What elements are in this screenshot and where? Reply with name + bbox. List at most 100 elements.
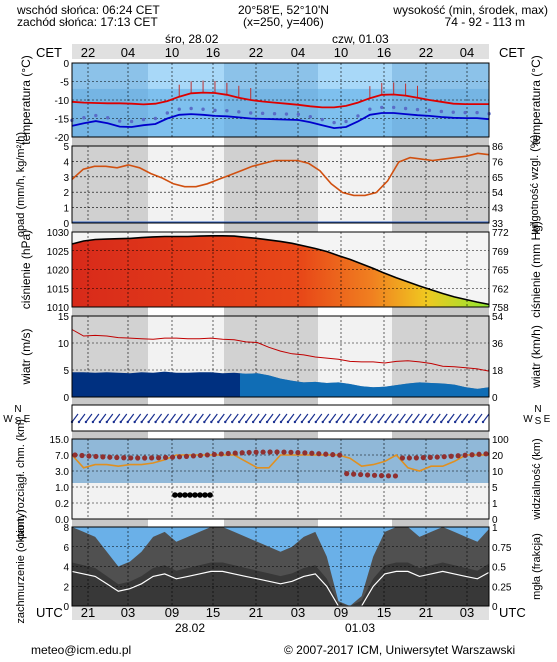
wind-arrow: [99, 413, 107, 423]
footer-email[interactable]: meteo@icm.edu.pl: [31, 643, 131, 657]
bottom-hour-label: 03: [460, 605, 474, 620]
day1-label: śro, 28.02: [165, 32, 219, 46]
wind-arrow-tail: [446, 420, 450, 424]
cloud-base-dot: [413, 455, 419, 461]
tick-label: 0.25: [492, 582, 512, 593]
cloud-base-dot: [427, 454, 433, 460]
wind-arrow: [169, 413, 177, 423]
panel-frame: [71, 404, 490, 432]
tick-label: 0.2: [55, 499, 69, 510]
tick-label: 1030: [47, 228, 70, 239]
cloud-base-dot: [260, 449, 266, 455]
wind-arrow-tail: [98, 420, 102, 424]
tick-label: 4: [63, 157, 69, 168]
wind-arrow-tail: [377, 420, 380, 424]
wind-arrow: [468, 413, 476, 423]
wind-arrow-tail: [467, 420, 471, 424]
tick-label: 0: [492, 393, 498, 404]
temp-dot: [153, 116, 158, 121]
tick-label: 7.0: [55, 451, 69, 462]
wind-arrow: [461, 413, 469, 423]
wind-arrow: [252, 413, 260, 423]
wind-arrow: [426, 413, 434, 423]
tick-label: 772: [492, 228, 509, 239]
tick-label: 1: [63, 204, 69, 215]
cloud-base-dot: [239, 450, 245, 456]
wind-arrow: [120, 413, 128, 423]
top-hour-label: 22: [419, 45, 433, 60]
tick-label: 86: [492, 142, 504, 153]
wind-arrow: [148, 413, 156, 423]
wind-arrow-tail: [237, 420, 241, 424]
rain-ylabel-right: wilgotność wzgl. (%): [529, 135, 541, 236]
bottom-hour-label: 09: [165, 605, 179, 620]
low-cloud-dot: [177, 492, 183, 498]
top-hour-band: [72, 44, 489, 59]
cloud-ylabel-right: mgła (frakcja): [531, 533, 543, 600]
vis-ylabel-right: widzialność (km): [531, 438, 543, 520]
tick-label: 2: [63, 188, 69, 199]
cloud-base-dot: [441, 454, 447, 460]
tick-label: 5: [63, 366, 69, 377]
wind-arrow: [440, 413, 448, 423]
wind-arrow: [210, 413, 218, 423]
temp-dot: [391, 105, 396, 110]
wind-arrow-tail: [363, 420, 366, 424]
wind-arrow-tail: [314, 420, 318, 424]
wind-arrow: [350, 413, 358, 423]
wind-arrow-tail: [321, 420, 324, 424]
temp-dot: [296, 112, 301, 117]
tick-label: 15.0: [50, 435, 70, 446]
cloud-line: [71, 570, 490, 607]
tz-bottom-left: UTC: [36, 605, 63, 620]
wind-arrow-tail: [419, 420, 422, 424]
date2-label: 01.03: [345, 621, 375, 635]
cloud-base-dot: [406, 455, 412, 461]
wind-arrow-tail: [244, 420, 248, 424]
cloud-base-dot: [128, 455, 134, 461]
tick-label: 5: [63, 142, 69, 153]
tick-label: 0.0: [55, 515, 69, 526]
tick-label: 0: [63, 602, 69, 613]
tick-label: 65: [492, 173, 504, 184]
cloud-base-dot: [72, 452, 78, 458]
tz-top-left: CET: [36, 45, 62, 60]
wind-arrow: [92, 413, 100, 423]
cloud-base-dot: [176, 454, 183, 460]
wind-arrow: [329, 413, 337, 423]
cloud-base-dot: [295, 449, 301, 456]
cloud-base-dot: [476, 451, 482, 457]
compass-letter: S: [15, 416, 22, 427]
wind-arrow-tail: [210, 420, 213, 424]
cloud-base-dot: [155, 455, 162, 461]
humidity-line: [71, 152, 490, 197]
tick-label: 18: [492, 366, 504, 377]
wind-arrow-tail: [426, 420, 429, 424]
tz-bottom-right: UTC: [499, 605, 526, 620]
panel-frame: [71, 231, 490, 308]
cloud-base-dot: [121, 455, 127, 461]
cloud-base-dot: [162, 454, 169, 461]
wind-arrow-tail: [481, 420, 485, 424]
wind-arrow-tail: [251, 420, 255, 424]
tick-label: 20: [492, 451, 504, 462]
top-hour-label: 22: [81, 45, 95, 60]
cloud-base-dot: [281, 449, 287, 455]
cloud-base-dot: [448, 453, 454, 459]
wind-arrow: [231, 413, 239, 423]
temp-dot: [177, 107, 181, 111]
tick-label: 15: [58, 312, 70, 323]
tick-label: 8: [63, 523, 69, 534]
low-cloud-dot: [202, 492, 208, 498]
wind-arrow: [287, 413, 295, 423]
temp-night: [224, 63, 318, 137]
temp-dot: [260, 111, 265, 116]
cloud-base-dot: [204, 452, 210, 458]
wind-arrow-tail: [272, 420, 276, 424]
wind-arrow-tail: [412, 420, 415, 424]
temp-dot: [427, 108, 432, 113]
pres-line: [71, 235, 490, 306]
sunset-text: zachód słońca: 17:13 CET: [17, 15, 158, 29]
